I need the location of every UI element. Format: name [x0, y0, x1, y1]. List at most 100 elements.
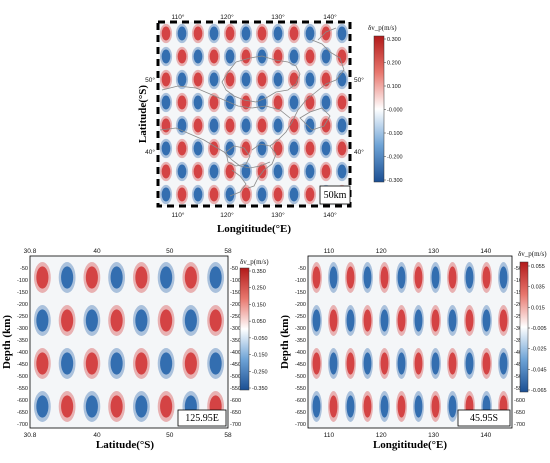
lat-section-left-tick: -650 — [17, 410, 28, 416]
map-cell — [289, 72, 299, 87]
map-island-path — [299, 107, 331, 131]
map-cell — [193, 26, 203, 41]
map-bottom-tick: 120° — [220, 211, 234, 219]
lon-section-right-tick: -350 — [514, 338, 525, 344]
map-coast-path — [161, 85, 291, 119]
map-cell — [193, 187, 203, 202]
lon-section-cell — [397, 395, 406, 418]
map-cell — [209, 49, 219, 64]
map-coast-path — [229, 169, 247, 197]
map-depth-label: 50km — [324, 190, 347, 201]
lat-section-label-box — [177, 409, 227, 427]
map-cell — [225, 26, 235, 41]
lon-section-left-tick: -350 — [295, 338, 306, 344]
map-cell — [321, 118, 331, 133]
lon-section-cell — [465, 352, 474, 375]
map-cell — [321, 95, 331, 110]
map-cell — [193, 95, 203, 110]
lon-section-cell — [448, 352, 457, 375]
map-cell — [225, 118, 235, 133]
map-cell — [193, 49, 203, 64]
lon-section-cell — [329, 395, 338, 418]
lon-section-bottom-tick: 110 — [324, 432, 335, 439]
lat-section-cell — [61, 395, 74, 418]
lat-section-left-tick: -50 — [20, 266, 28, 272]
lat-section-right-tick: -550 — [230, 386, 241, 392]
map-cell — [161, 118, 171, 133]
lat-section-cell — [61, 309, 74, 332]
lat-section-cell — [61, 352, 74, 375]
lat-colorbar-tick-label: -0.050 — [252, 336, 268, 342]
lat-section-left-tick: -300 — [17, 326, 28, 332]
lon-section-left-tick: -100 — [295, 278, 306, 284]
lon-section-left-tick: -650 — [295, 410, 306, 416]
lat-section-cell — [36, 352, 49, 375]
lon-section-cell — [380, 266, 389, 289]
lat-section-cell — [85, 352, 98, 375]
lat-section-cell — [184, 352, 197, 375]
lon-section-cell — [397, 309, 406, 332]
lon-section-cell — [465, 266, 474, 289]
lon-section-right-tick: -500 — [514, 374, 525, 380]
lat-section-bottom-tick: 58 — [224, 432, 232, 439]
lon-section-cell — [312, 352, 321, 375]
map-cell — [337, 95, 347, 110]
map-cell — [241, 187, 251, 202]
lon-section-left-tick: -50 — [298, 266, 306, 272]
map-cell — [337, 118, 347, 133]
lon-section-left-tick: -250 — [295, 314, 306, 320]
lon-colorbar-tick-label: -0.005 — [531, 326, 547, 332]
lon-section-bottom-tick: 120 — [376, 432, 387, 439]
lon-section-cell — [329, 352, 338, 375]
lat-section-cell — [135, 395, 148, 418]
map-cell — [305, 49, 315, 64]
map-cell — [337, 72, 347, 87]
map-right-tick: 50° — [354, 76, 364, 84]
lat-section-right-tick: -450 — [230, 362, 241, 368]
map-colorbar-tick-label: 0.200 — [387, 61, 401, 67]
map-cell — [289, 141, 299, 156]
lat-section-left-tick: -250 — [17, 314, 28, 320]
map-cell — [321, 26, 331, 41]
lon-section-cell — [346, 309, 355, 332]
lon-section-left-tick: -700 — [295, 422, 306, 428]
lat-section-right-tick: -150 — [230, 290, 241, 296]
map-cell — [225, 49, 235, 64]
map-cell — [305, 95, 315, 110]
map-cell — [177, 141, 187, 156]
map-heatmap — [158, 22, 350, 206]
lat-section-cell — [160, 395, 173, 418]
lat-section-cell — [36, 395, 49, 418]
map-cell — [193, 118, 203, 133]
map-colorbar-tick-label: -0.100 — [387, 131, 403, 137]
lat-section-cell — [85, 266, 98, 289]
map-cell — [161, 187, 171, 202]
map-y-axis-label: Latitude(°S) — [137, 85, 149, 144]
lat-section-right-tick: -700 — [230, 422, 241, 428]
lon-section-left-tick: -500 — [295, 374, 306, 380]
map-cell — [257, 49, 267, 64]
lat-section-frame — [29, 255, 229, 429]
lon-section-label-box — [457, 409, 511, 427]
lon-section-bottom-tick: 140 — [480, 432, 491, 439]
map-cell — [193, 141, 203, 156]
lon-section-right-tick: -200 — [514, 302, 525, 308]
lat-section-left-tick: -150 — [17, 290, 28, 296]
map-left-tick: 50° — [145, 76, 155, 84]
map-cell — [209, 187, 219, 202]
map-cell — [305, 164, 315, 179]
lat-section-cell — [135, 352, 148, 375]
lat-section-cell — [209, 352, 222, 375]
lon-section-cell — [448, 309, 457, 332]
lon-section-panel: 45.95S 110 110 120 120 130 130 140 140 -50 -50 -10… — [279, 248, 547, 451]
lon-section-left-tick: -300 — [295, 326, 306, 332]
map-cell — [225, 187, 235, 202]
map-top-tick: 140° — [323, 13, 337, 21]
lon-section-right-tick: -300 — [514, 326, 525, 332]
lon-section-right-tick: -650 — [514, 410, 525, 416]
map-cell — [209, 118, 219, 133]
lon-section-left-tick: -550 — [295, 386, 306, 392]
map-cell — [273, 187, 283, 202]
map-cell — [161, 26, 171, 41]
map-background — [158, 22, 350, 206]
